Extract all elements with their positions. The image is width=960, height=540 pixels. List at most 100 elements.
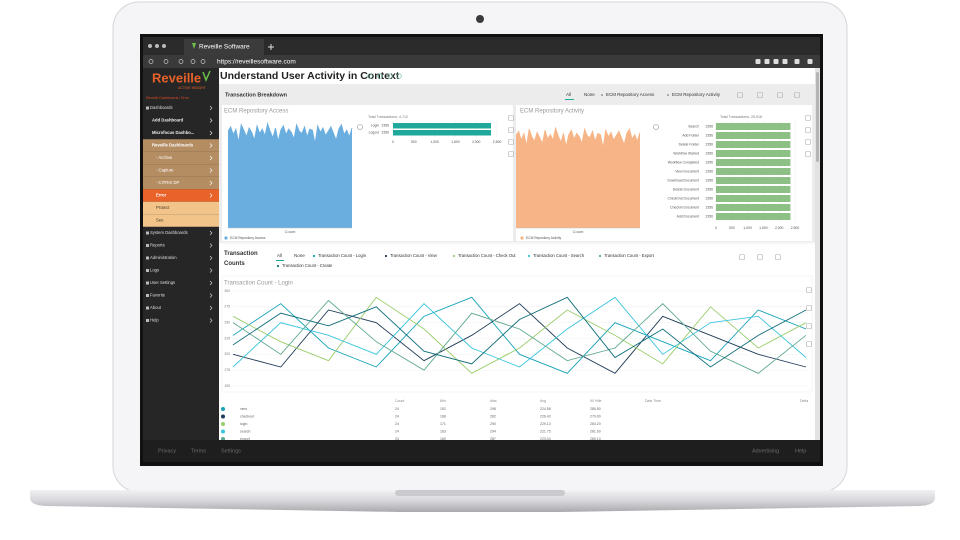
footer-link[interactable]: Advertising (752, 448, 779, 454)
nav-item[interactable]: Administration (150, 255, 177, 260)
tool-icon[interactable] (794, 92, 800, 98)
browser-tool-icon[interactable] (773, 59, 779, 64)
nav-item[interactable]: Error (156, 193, 167, 198)
bar[interactable] (716, 168, 791, 175)
legend-entry[interactable]: ECM Repository Activity (526, 236, 562, 240)
bar[interactable] (716, 141, 791, 148)
nav-item[interactable]: - Capture (156, 168, 174, 173)
nav-icon[interactable] (178, 59, 184, 64)
browser-tool-icon[interactable] (794, 59, 800, 64)
legend-entry[interactable]: Transaction Count - Create (282, 263, 333, 268)
series-line (232, 299, 807, 374)
tool-icon[interactable] (508, 115, 514, 121)
nav-item[interactable]: Dashboards (150, 105, 173, 110)
x-tick-label: 0 (392, 140, 394, 144)
tool-icon[interactable] (757, 254, 763, 260)
nav-icon[interactable] (200, 59, 206, 64)
nav-icon[interactable] (190, 59, 196, 64)
nav-item[interactable]: Favorite (150, 293, 166, 298)
table-header: Avg (540, 399, 546, 403)
tool-icon[interactable] (508, 151, 514, 157)
bar[interactable] (716, 204, 791, 211)
title-icon[interactable] (377, 73, 383, 79)
legend-entry[interactable]: ECM Repository Access (230, 236, 266, 240)
scroll-thumb[interactable] (816, 72, 819, 162)
nav-icon[interactable] (148, 59, 154, 64)
y-tick-label: 200 (224, 352, 230, 356)
tool-icon[interactable] (805, 151, 811, 157)
nav-item[interactable]: User Settings (150, 280, 175, 285)
tool-icon[interactable] (737, 92, 743, 98)
legend-entry[interactable]: Transaction Count - Login (318, 253, 367, 258)
nav-item[interactable]: About (150, 305, 162, 310)
nav-item[interactable]: System Dashboards (150, 230, 188, 235)
filter-tab[interactable]: ECM Repository Activity (672, 92, 721, 97)
nav-item[interactable]: Reports (150, 243, 165, 248)
filter-tab[interactable]: All (566, 92, 571, 97)
title-icon[interactable] (367, 73, 373, 79)
bar[interactable] (393, 123, 492, 129)
bar[interactable] (716, 123, 791, 130)
footer-link[interactable]: Privacy (158, 448, 176, 454)
tool-icon[interactable] (777, 92, 783, 98)
search-icon[interactable] (357, 124, 363, 130)
bar[interactable] (393, 130, 492, 136)
nav-item-icon (146, 281, 149, 285)
tool-icon[interactable] (805, 139, 811, 145)
new-tab-icon[interactable] (268, 44, 274, 50)
tool-icon[interactable] (806, 341, 812, 347)
bar[interactable] (716, 177, 791, 184)
legend-entry[interactable]: Transaction Count - Check Out (458, 253, 516, 258)
nav-item[interactable]: - CITRIX DP (156, 180, 179, 185)
logo-mark (202, 70, 211, 82)
tool-icon[interactable] (775, 254, 781, 260)
filter-tab[interactable]: ECM Repository Access (606, 92, 655, 97)
tool-icon[interactable] (806, 287, 812, 293)
browser-tool-icon[interactable] (782, 59, 788, 64)
browser-tab[interactable] (184, 39, 264, 55)
filter-tab[interactable]: None (584, 92, 595, 97)
footer-link[interactable]: Help (795, 448, 806, 454)
tool-icon[interactable] (508, 127, 514, 133)
bar[interactable] (716, 195, 791, 202)
chevron-icon (209, 243, 213, 248)
title-icon[interactable] (396, 73, 402, 79)
nav-item[interactable]: Help (150, 318, 159, 323)
filter-tab[interactable]: All (277, 253, 282, 258)
bar[interactable] (716, 159, 791, 166)
nav-item[interactable]: Add Dashboard (152, 118, 184, 123)
sidebar (143, 68, 219, 440)
browser-tool-icon[interactable] (755, 59, 761, 64)
bar[interactable] (716, 213, 791, 220)
bar[interactable] (716, 186, 791, 193)
tool-icon[interactable] (805, 115, 811, 121)
title-icon[interactable] (387, 73, 393, 79)
footer-link[interactable]: Settings (221, 448, 241, 454)
legend-entry[interactable]: Transaction Count - View (390, 253, 438, 258)
nav-item[interactable]: Microfocus Dashbo... (152, 130, 194, 135)
table-cell: 282 (490, 414, 496, 418)
nav-item[interactable]: Reveille Dashboards (152, 143, 194, 148)
tool-icon[interactable] (806, 305, 812, 311)
tool-icon[interactable] (508, 139, 514, 145)
search-icon[interactable] (653, 124, 659, 130)
browser-tool-icon[interactable] (807, 59, 813, 64)
tool-icon[interactable] (805, 127, 811, 133)
tool-icon[interactable] (806, 323, 812, 329)
nav-item[interactable]: Logs (150, 268, 159, 273)
tool-icon[interactable] (739, 254, 745, 260)
legend-entry[interactable]: Transaction Count - Search (533, 253, 585, 258)
nav-item[interactable]: - Archive (156, 155, 173, 160)
nav-item[interactable]: See (156, 218, 164, 223)
nav-icon[interactable] (163, 59, 169, 64)
chevron-icon (209, 105, 213, 111)
browser-tool-icon[interactable] (764, 59, 770, 64)
legend-entry[interactable]: Transaction Count - Export (604, 253, 655, 258)
y-tick-label: 275 (224, 305, 230, 309)
footer-link[interactable]: Terms (191, 448, 206, 454)
tool-icon[interactable] (757, 92, 763, 98)
bar[interactable] (716, 150, 791, 157)
filter-tab[interactable]: None (294, 253, 305, 258)
nav-item[interactable]: Protect (156, 205, 170, 210)
bar[interactable] (716, 132, 791, 139)
